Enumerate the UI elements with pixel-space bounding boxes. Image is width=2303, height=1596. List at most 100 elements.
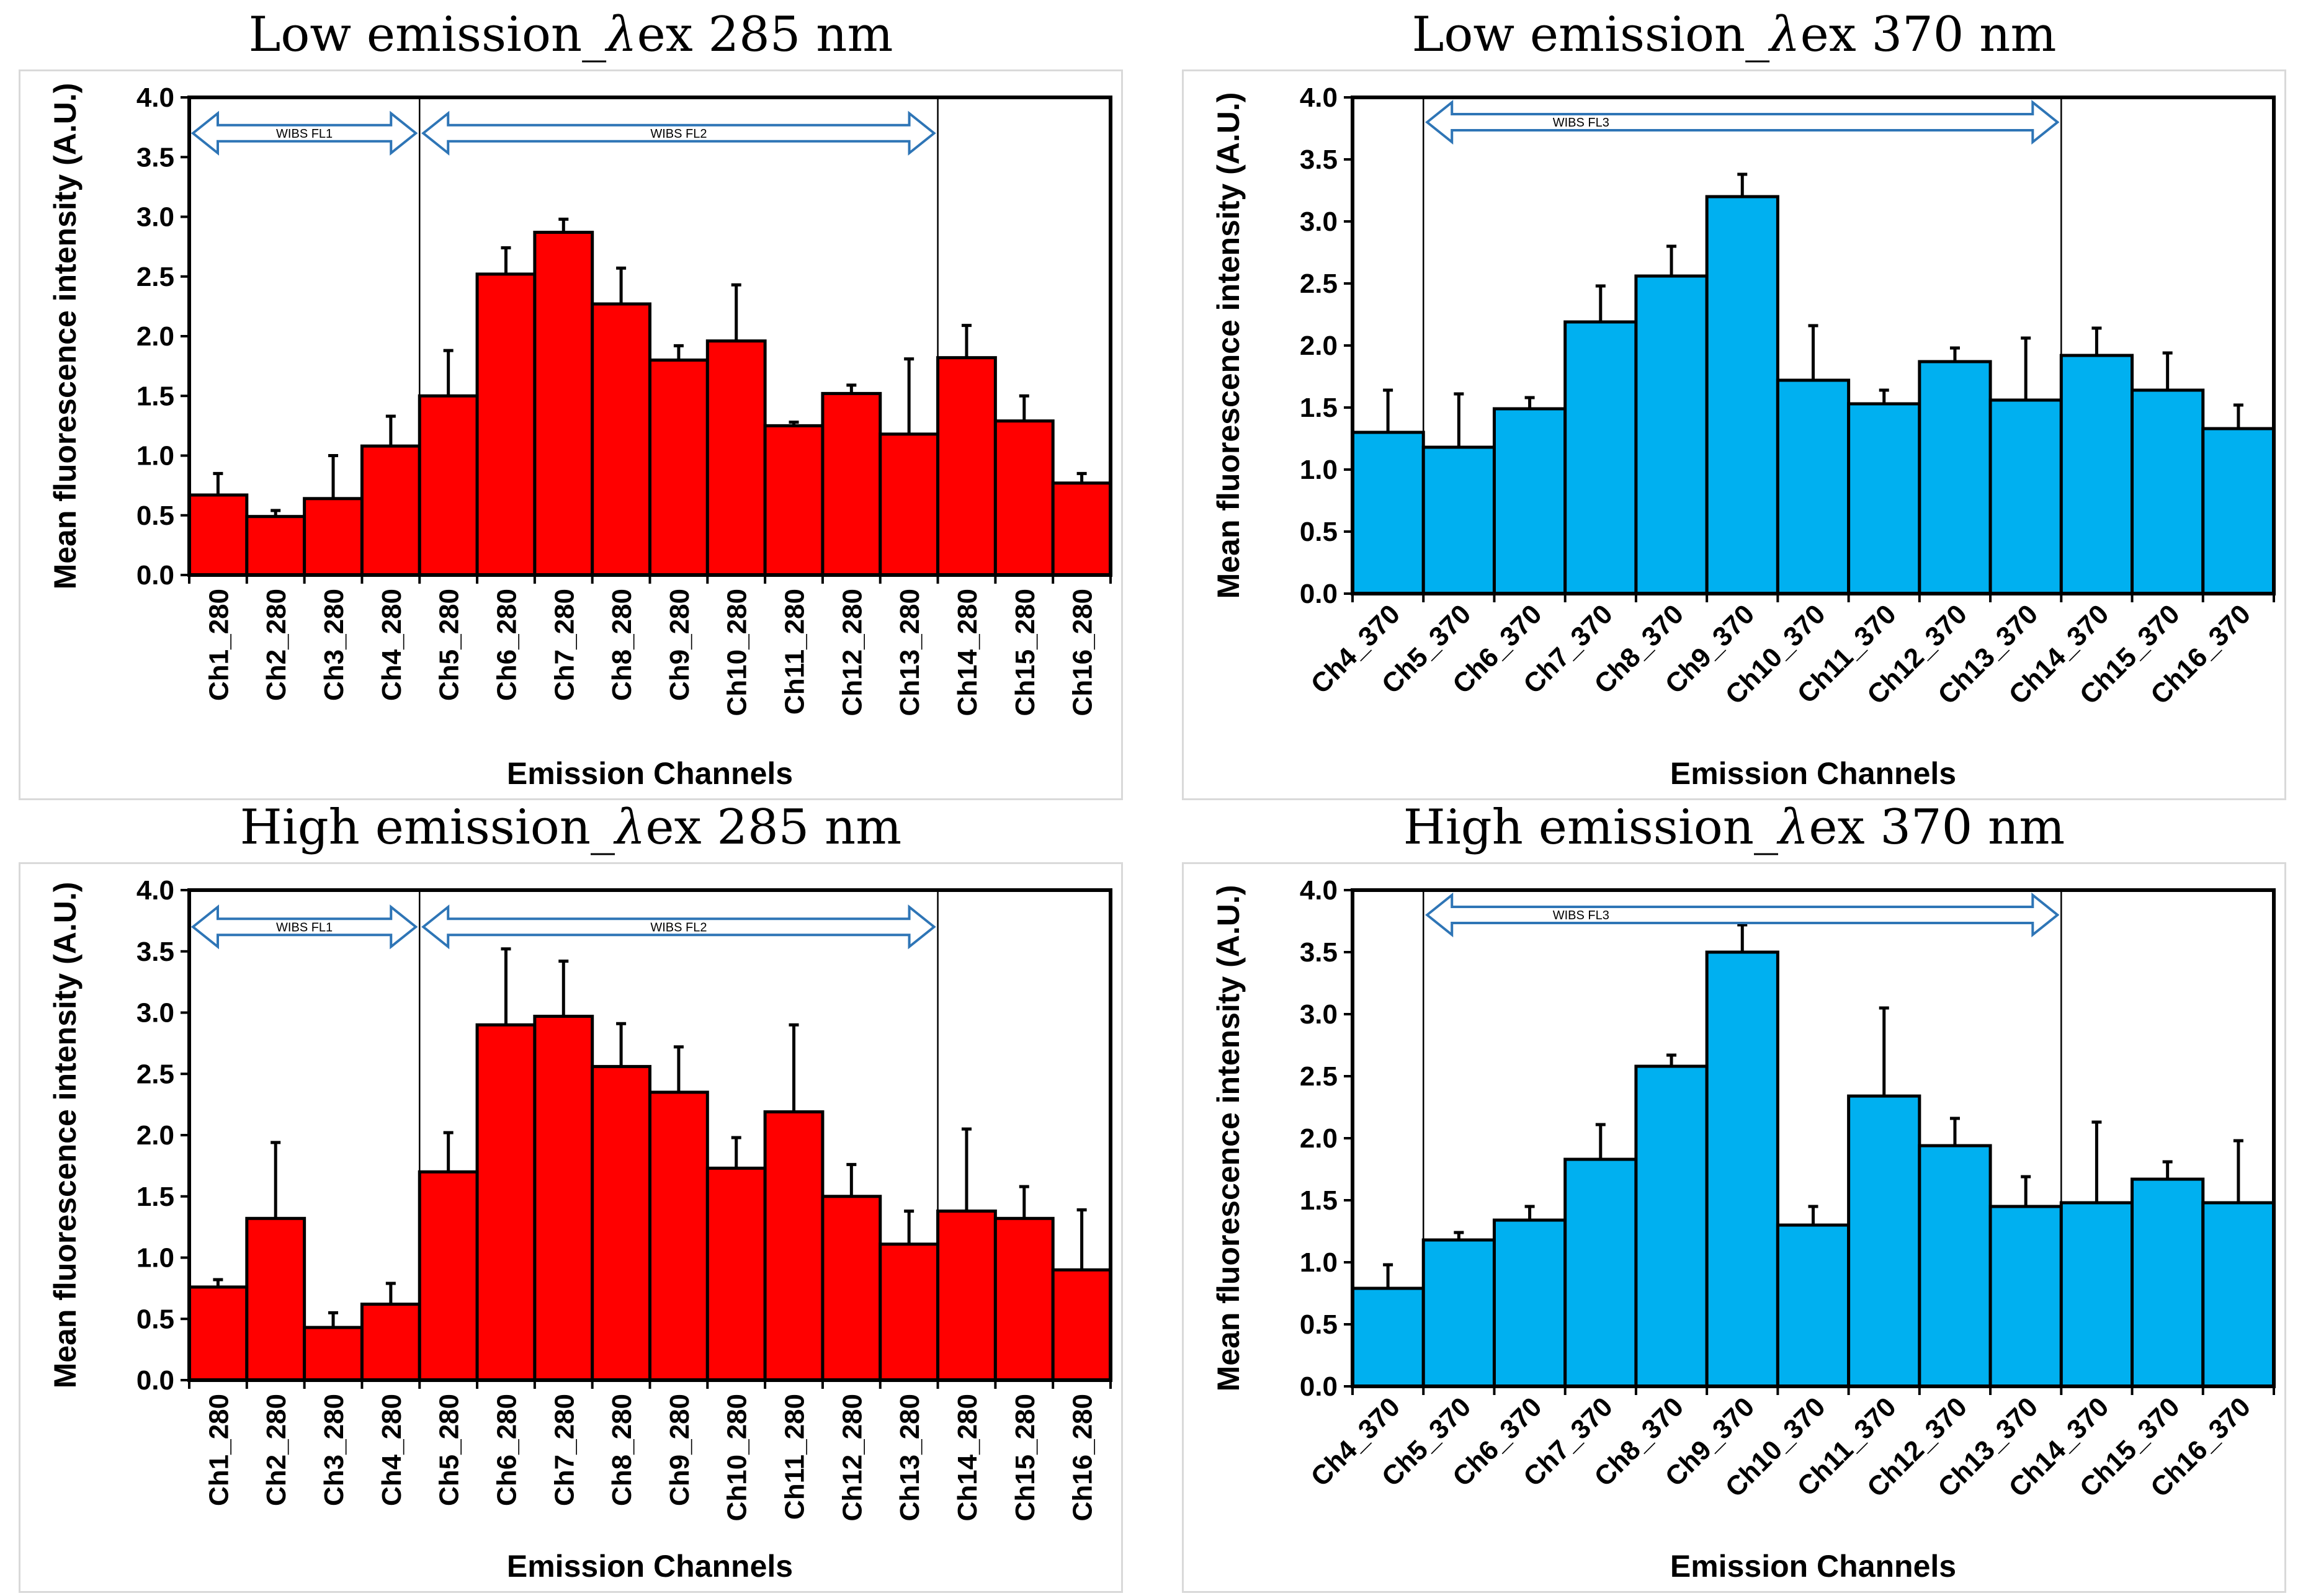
y-tick-label: 1.5 <box>1300 393 1338 423</box>
y-tick-label: 4.0 <box>1300 875 1338 906</box>
x-tick-label: Ch2_280 <box>261 589 292 701</box>
y-tick-label: 3.5 <box>1300 145 1338 175</box>
title-suffix: ex 370 nm <box>1800 7 2057 63</box>
bar-Ch8_280 <box>591 302 651 577</box>
annotation-label: WIBS FL2 <box>650 921 707 934</box>
x-tick-label: Ch11_280 <box>780 1394 810 1520</box>
y-tick-label: 2.0 <box>136 321 174 352</box>
y-tick-label: 2.5 <box>136 262 174 292</box>
x-tick-label: Ch3_280 <box>319 1394 349 1506</box>
bar-Ch14_280 <box>936 356 997 577</box>
x-tick-label: Ch6_280 <box>491 1394 522 1506</box>
plot-area: WIBS FL1 WIBS FL2 0.0 0.5 1.0 1.5 2.0 2.5 3.0 3.5… <box>48 82 1112 791</box>
y-tick-label: 0.0 <box>136 1365 174 1396</box>
x-tick-label: Ch2_280 <box>261 1394 292 1506</box>
bar-Ch8_370 <box>1634 274 1709 595</box>
bar-Ch8_370 <box>1634 1064 1709 1388</box>
x-tick-label: Ch12_280 <box>837 589 867 716</box>
bar-Ch3_280 <box>303 497 364 577</box>
bar-Ch2_280 <box>245 1216 306 1382</box>
x-tick-label: Ch1_280 <box>203 589 234 701</box>
x-tick-label: Ch1_280 <box>203 1394 234 1506</box>
chart-panel-high-370: High emission_λex 370 nm WIBS FL3 0.0 0.5 1… <box>1182 800 2286 1593</box>
bar-Ch13_280 <box>879 432 940 577</box>
bar-Ch16_280 <box>1051 481 1112 577</box>
bar-Ch16_280 <box>1051 1268 1112 1382</box>
bar-Ch14_280 <box>936 1209 997 1382</box>
bar-Ch1_280 <box>187 1285 249 1382</box>
y-tick-label: 1.5 <box>136 1182 174 1212</box>
bar-Ch6_280 <box>475 1023 537 1382</box>
bar-Ch6_370 <box>1492 407 1567 595</box>
y-tick-label: 0.5 <box>136 1304 174 1334</box>
x-tick-label: Ch3_280 <box>319 589 349 701</box>
bar-Ch4_370 <box>1351 430 1425 595</box>
bar-Ch5_280 <box>418 1170 479 1382</box>
bar-Ch14_370 <box>2059 1201 2134 1388</box>
y-tick-label: 2.5 <box>1300 269 1338 299</box>
x-tick-label: Ch9_280 <box>664 1394 695 1506</box>
bar-Ch12_370 <box>1918 360 1992 595</box>
panel-frame <box>1182 69 2286 800</box>
y-tick-label: 4.0 <box>136 875 174 906</box>
title-lambda: λ <box>606 7 637 63</box>
title-suffix: ex 285 nm <box>637 7 893 63</box>
bar-Ch15_280 <box>993 1216 1055 1382</box>
bar-Ch16_370 <box>2201 1201 2276 1388</box>
x-tick-label: Ch16_280 <box>1068 1394 1098 1521</box>
y-tick-label: 2.0 <box>136 1120 174 1151</box>
y-tick-label: 2.5 <box>136 1059 174 1089</box>
bar-Ch5_280 <box>418 394 479 577</box>
y-axis-label: Mean fluorescence intensity (A.U.) <box>1211 92 1246 599</box>
bar-Ch13_370 <box>1988 1205 2063 1388</box>
y-tick-label: 0.0 <box>1300 579 1338 609</box>
bar-Ch8_280 <box>591 1064 651 1382</box>
y-tick-label: 1.5 <box>1300 1185 1338 1216</box>
annotation-label: WIBS FL3 <box>1553 116 1609 130</box>
chart-panel-low-285: Low emission_λex 285 nm WIBS FL1 WIBS FL2… <box>19 7 1123 800</box>
panel-frame <box>19 69 1123 800</box>
y-tick-label: 1.0 <box>1300 1247 1338 1278</box>
panel-frame <box>1182 862 2286 1593</box>
chart-title: High emission_λex 370 nm <box>1182 798 2286 857</box>
y-tick-label: 0.0 <box>1300 1371 1338 1402</box>
y-tick-label: 1.0 <box>136 1243 174 1273</box>
title-lambda: λ <box>1769 7 1800 63</box>
x-tick-label: Ch5_280 <box>434 1394 465 1506</box>
bar-Ch11_280 <box>763 1110 825 1382</box>
y-tick-label: 4.0 <box>136 82 174 113</box>
bar-Ch6_280 <box>475 272 537 577</box>
bar-Ch11_370 <box>1847 1094 1921 1388</box>
annotation-arrow <box>421 110 936 156</box>
x-tick-label: Ch6_280 <box>491 589 522 701</box>
bar-Ch9_370 <box>1705 950 1779 1388</box>
x-tick-label: Ch16_280 <box>1068 589 1098 716</box>
bar-Ch7_280 <box>533 231 594 577</box>
chart-title: Low emission_λex 370 nm <box>1182 5 2286 65</box>
title-prefix: High emission_ <box>1403 800 1778 855</box>
chart-panel-high-285: High emission_λex 285 nm WIBS FL1 WIBS FL… <box>19 800 1123 1593</box>
y-tick-label: 3.5 <box>136 142 174 172</box>
title-lambda: λ <box>614 800 646 855</box>
bar-Ch12_370 <box>1918 1144 1992 1388</box>
annotation-arrow <box>190 904 418 950</box>
panel-frame <box>19 862 1123 1593</box>
y-tick-label: 1.5 <box>136 381 174 411</box>
x-tick-label: Ch14_280 <box>952 1394 983 1521</box>
y-tick-label: 3.0 <box>1300 999 1338 1030</box>
x-tick-label: Ch7_280 <box>549 589 579 701</box>
y-tick-label: 3.5 <box>136 937 174 967</box>
y-tick-label: 3.0 <box>1300 207 1338 237</box>
title-prefix: Low emission_ <box>248 7 607 63</box>
title-lambda: λ <box>1778 800 1809 855</box>
x-tick-label: Ch5_280 <box>434 589 465 701</box>
bar-Ch15_370 <box>2131 1177 2205 1388</box>
chart-svg: WIBS FL1 WIBS FL2 0.0 0.5 1.0 1.5 2.0 2.5 3.0 3.5… <box>48 82 1112 791</box>
y-tick-label: 3.0 <box>136 202 174 233</box>
x-tick-label: Ch11_280 <box>780 589 810 715</box>
bar-Ch14_370 <box>2059 354 2134 595</box>
x-tick-label: Ch8_280 <box>607 1394 637 1506</box>
annotation-arrow <box>190 110 418 156</box>
x-axis-label: Emission Channels <box>1670 756 1956 791</box>
y-tick-label: 4.0 <box>1300 82 1338 113</box>
